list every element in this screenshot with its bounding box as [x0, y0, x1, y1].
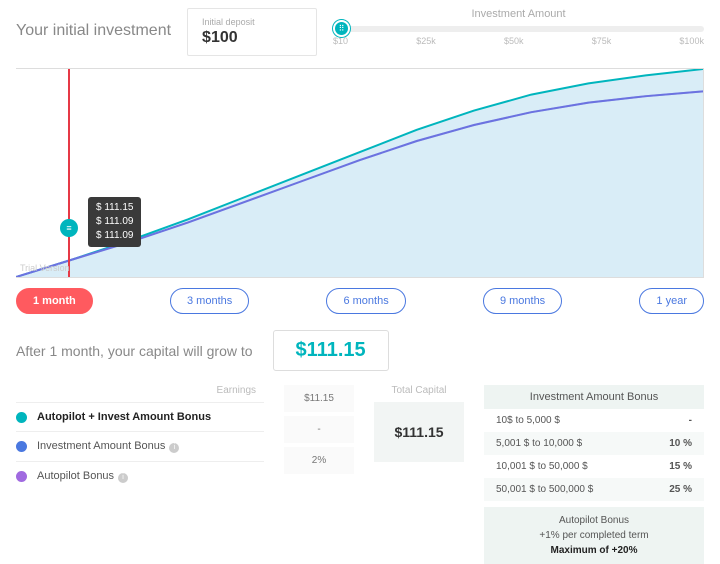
- legend-row: Investment Amount Bonusi: [16, 431, 264, 461]
- earning-cell: 2%: [284, 447, 354, 474]
- slider-title: Investment Amount: [333, 8, 704, 20]
- legend-label: Investment Amount Bonusi: [37, 440, 264, 453]
- legend-label: Autopilot Bonusi: [37, 470, 264, 483]
- tick: $75k: [592, 36, 612, 46]
- tooltip-value: $ 111.09: [96, 215, 133, 229]
- dot-icon: [16, 412, 27, 423]
- chart-tooltip: $ 111.15 $ 111.09 $ 111.09: [88, 197, 141, 247]
- deposit-label: Initial deposit: [202, 17, 302, 27]
- header-row: Your initial investment Initial deposit …: [16, 8, 704, 56]
- chart-marker-line: [68, 69, 70, 277]
- growth-text: After 1 month, your capital will grow to: [16, 343, 253, 359]
- legend-row: Autopilot Bonusi: [16, 461, 264, 491]
- tooltip-value: $ 111.15: [96, 201, 133, 215]
- legend-headers: Earnings: [16, 385, 264, 396]
- growth-summary: After 1 month, your capital will grow to…: [16, 330, 704, 371]
- info-icon[interactable]: i: [169, 443, 179, 453]
- slider-thumb-icon[interactable]: [333, 20, 350, 37]
- slider-ticks: $10 $25k $50k $75k $100k: [333, 36, 704, 46]
- bonus-row: 5,001 $ to 10,000 $10 %: [484, 432, 704, 455]
- bonus-panel: Investment Amount Bonus 10$ to 5,000 $- …: [484, 385, 704, 564]
- autopilot-title: Autopilot Bonus: [490, 513, 698, 528]
- bonus-row: 50,001 $ to 500,000 $25 %: [484, 478, 704, 501]
- legend-label: Autopilot + Invest Amount Bonus: [37, 411, 264, 423]
- watermark: Trial Version: [20, 263, 70, 273]
- autopilot-max: Maximum of +20%: [490, 543, 698, 558]
- period-9months-button[interactable]: 9 months: [483, 288, 562, 314]
- earning-cell: $11.15: [284, 385, 354, 412]
- amount-slider-area: Investment Amount $10 $25k $50k $75k $10…: [333, 8, 704, 46]
- page-title: Your initial investment: [16, 8, 171, 40]
- tick: $10: [333, 36, 348, 46]
- earnings-header: Earnings: [217, 385, 256, 396]
- earnings-column: $11.15 - 2%: [284, 385, 354, 564]
- info-icon[interactable]: i: [118, 473, 128, 483]
- tick: $25k: [416, 36, 436, 46]
- period-1year-button[interactable]: 1 year: [639, 288, 704, 314]
- tick: $50k: [504, 36, 524, 46]
- bottom-grid: Earnings Autopilot + Invest Amount Bonus…: [16, 385, 704, 564]
- deposit-card: Initial deposit $100: [187, 8, 317, 56]
- period-1month-button[interactable]: 1 month: [16, 288, 93, 314]
- dot-icon: [16, 441, 27, 452]
- bonus-title: Investment Amount Bonus: [484, 385, 704, 409]
- autopilot-bonus-box: Autopilot Bonus +1% per completed term M…: [484, 507, 704, 564]
- chart-marker-icon[interactable]: ≡: [60, 219, 78, 237]
- total-capital-value: $111.15: [374, 402, 464, 462]
- deposit-value: $100: [202, 29, 302, 47]
- growth-chart[interactable]: ≡ $ 111.15 $ 111.09 $ 111.09 Trial Versi…: [16, 68, 704, 278]
- legend-column: Earnings Autopilot + Invest Amount Bonus…: [16, 385, 264, 564]
- autopilot-sub: +1% per completed term: [490, 528, 698, 543]
- tick: $100k: [679, 36, 704, 46]
- growth-value: $111.15: [273, 330, 389, 371]
- total-header: Total Capital: [374, 385, 464, 396]
- tooltip-value: $ 111.09: [96, 229, 133, 243]
- bonus-row: 10,001 $ to 50,000 $15 %: [484, 455, 704, 478]
- earning-cell: -: [284, 416, 354, 443]
- dot-icon: [16, 471, 27, 482]
- bonus-row: 10$ to 5,000 $-: [484, 409, 704, 432]
- total-column: Total Capital $111.15: [374, 385, 464, 564]
- amount-slider[interactable]: [333, 26, 704, 32]
- period-6months-button[interactable]: 6 months: [326, 288, 405, 314]
- legend-row: Autopilot + Invest Amount Bonus: [16, 402, 264, 431]
- period-3months-button[interactable]: 3 months: [170, 288, 249, 314]
- period-selector: 1 month 3 months 6 months 9 months 1 yea…: [16, 288, 704, 314]
